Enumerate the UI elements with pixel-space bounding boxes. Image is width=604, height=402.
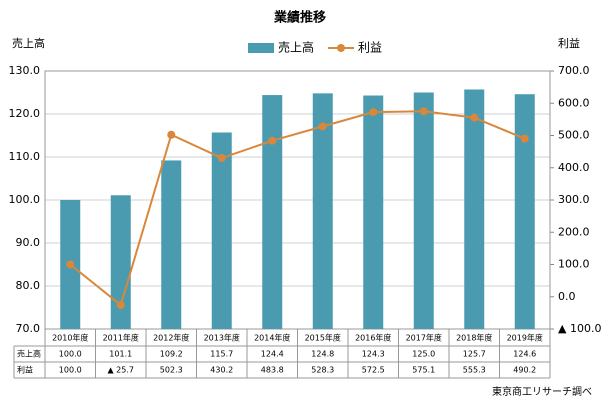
line-marker <box>369 108 378 117</box>
line-marker <box>419 107 428 116</box>
table-cell: 483.8 <box>261 366 284 375</box>
y2-tick-label: 0.0 <box>558 290 576 303</box>
table-cell: 502.3 <box>160 366 183 375</box>
table-cell: 115.7 <box>210 350 233 359</box>
legend-label: 売上高 <box>278 40 314 55</box>
bar <box>464 89 485 330</box>
y-tick-label: 90.0 <box>16 236 41 249</box>
line-marker <box>116 301 125 310</box>
legend-label: 利益 <box>358 41 382 55</box>
y-tick-label: 110.0 <box>9 150 41 163</box>
table-cell: 125.7 <box>463 350 486 359</box>
bar <box>262 95 283 329</box>
table-cell: 430.2 <box>210 366 233 375</box>
y2-tick-label: 700.0 <box>558 64 590 77</box>
bar <box>211 132 232 329</box>
x-tick-label: 2019年度 <box>507 333 543 343</box>
x-tick-label: 2010年度 <box>52 333 88 343</box>
table-row-header: 利益 <box>17 365 33 375</box>
table-cell: 124.6 <box>513 350 536 359</box>
y2-tick-label: 600.0 <box>558 96 590 109</box>
table-cell: 124.8 <box>311 350 334 359</box>
chart-title: 業績推移 <box>273 10 326 26</box>
table-cell: 575.1 <box>412 366 435 375</box>
line <box>69 110 526 307</box>
x-tick-label: 2017年度 <box>406 333 442 343</box>
y2-tick-label: 400.0 <box>558 161 590 174</box>
table-cell: 124.3 <box>362 350 385 359</box>
table-row-header: 売上高 <box>17 349 41 359</box>
line-marker <box>470 113 479 122</box>
y-tick-label: 100.0 <box>9 193 41 206</box>
bar <box>413 92 434 329</box>
line-marker <box>318 122 327 131</box>
y2-axis-label: 利益 <box>558 36 580 50</box>
table-cell: 490.2 <box>513 366 536 375</box>
table-cell: 100.0 <box>59 366 82 375</box>
bar <box>363 95 384 329</box>
x-tick-label: 2011年度 <box>103 333 139 343</box>
y-tick-label: 120.0 <box>9 107 41 120</box>
x-tick-label: 2014年度 <box>254 333 290 343</box>
line-marker <box>167 130 176 139</box>
legend-swatch <box>337 44 345 52</box>
table-cell: 125.0 <box>412 350 435 359</box>
y-tick-label: 80.0 <box>16 279 41 292</box>
source: 東京商工リサーチ調べ <box>492 385 592 398</box>
line-marker <box>66 260 75 269</box>
bar <box>161 160 182 329</box>
x-tick-label: 2018年度 <box>456 333 492 343</box>
y2-tick-label: 200.0 <box>558 225 590 238</box>
line-marker <box>268 136 277 145</box>
bar <box>110 195 131 329</box>
x-tick-label: 2015年度 <box>305 333 341 343</box>
x-tick-label: 2013年度 <box>204 333 240 343</box>
y2-tick-label: 500.0 <box>558 129 590 142</box>
table-cell: 572.5 <box>362 366 385 375</box>
table-cell: 124.4 <box>261 350 284 359</box>
x-tick-label: 2012年度 <box>153 333 189 343</box>
table-cell: 101.1 <box>109 350 132 359</box>
bar <box>514 94 535 329</box>
table-cell: 100.0 <box>59 350 82 359</box>
x-tick-label: 2016年度 <box>355 333 391 343</box>
bar <box>312 93 333 329</box>
table-cell: 528.3 <box>311 366 334 375</box>
line-marker <box>520 134 529 143</box>
table-cell: 555.3 <box>463 366 486 375</box>
y2-tick-label: ▲ 100.0 <box>558 322 601 335</box>
line-marker <box>217 154 226 163</box>
y-tick-label: 130.0 <box>9 64 41 77</box>
y-axis-label: 売上高 <box>12 36 45 50</box>
table-cell: 109.2 <box>160 350 183 359</box>
y2-tick-label: 100.0 <box>558 258 590 271</box>
y2-tick-label: 300.0 <box>558 193 590 206</box>
legend-swatch <box>248 43 274 53</box>
table-cell: ▲ 25.7 <box>107 366 134 375</box>
y-tick-label: 70.0 <box>16 322 41 335</box>
